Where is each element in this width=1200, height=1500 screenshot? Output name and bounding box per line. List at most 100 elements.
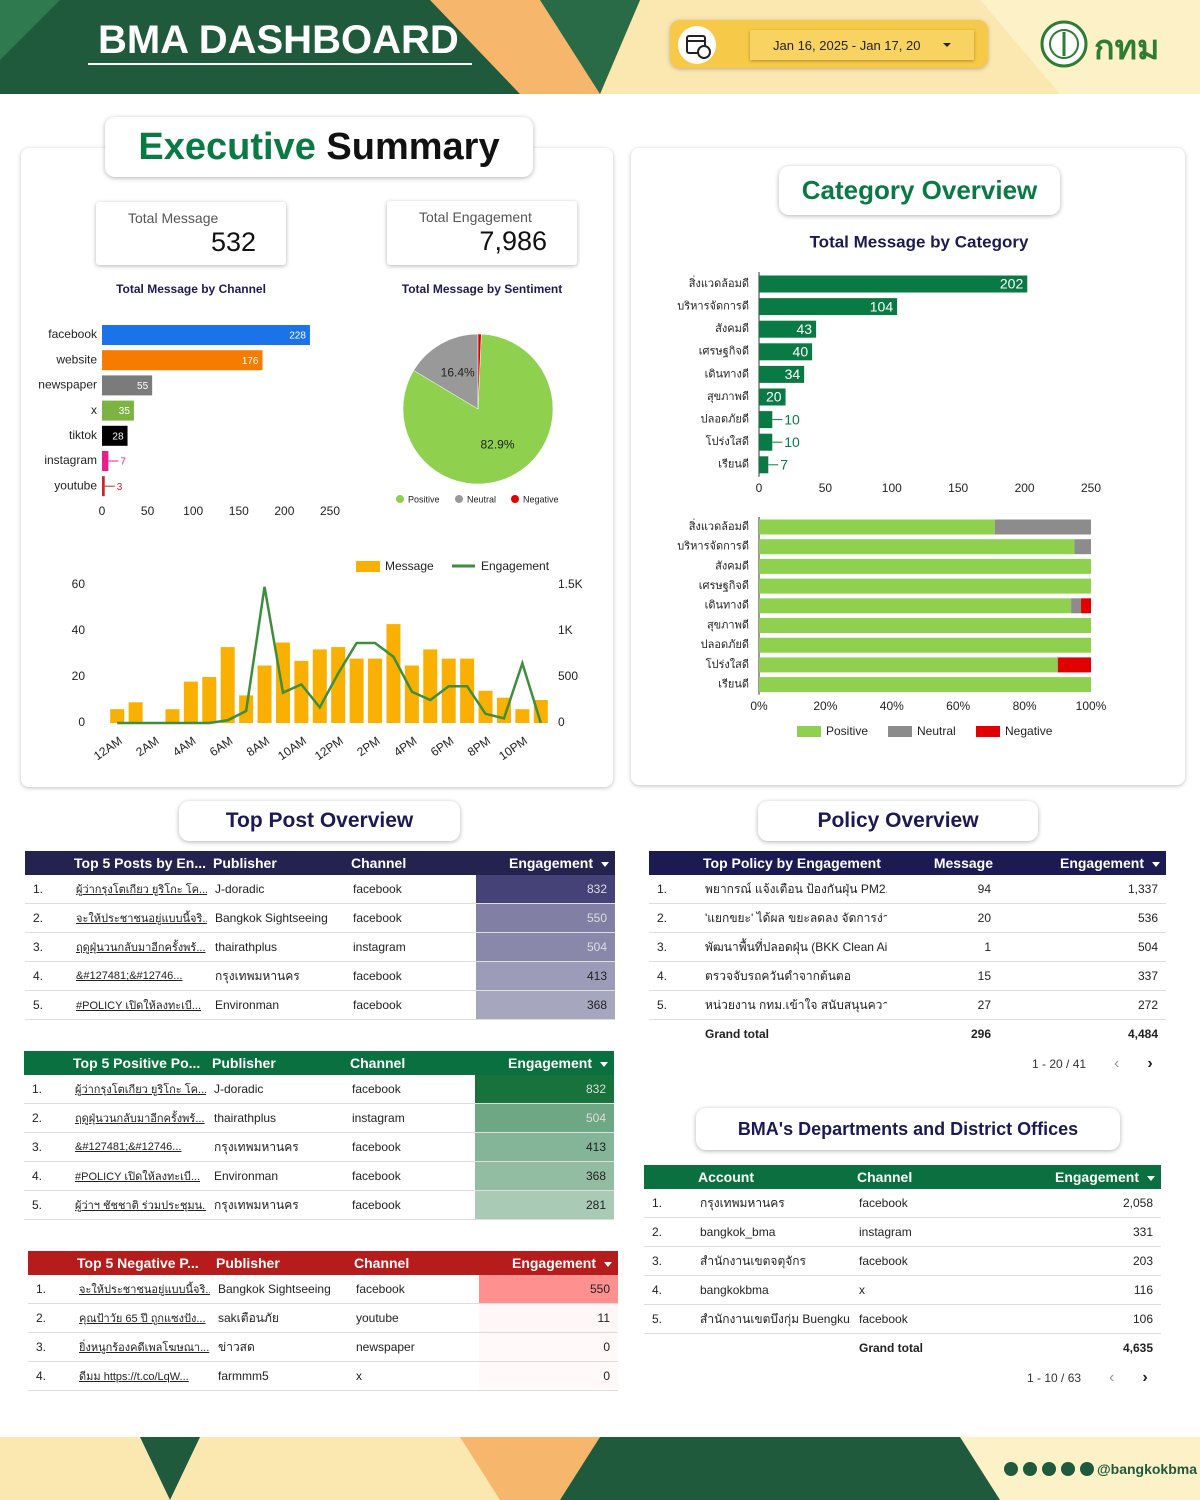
table-cell: Bangkok Sightseeing — [210, 1275, 348, 1304]
table-row[interactable]: 4. #POLICY เปิดให้ลงทะเบี... Environman fac… — [24, 1161, 614, 1191]
table-cell: 4. — [24, 1161, 67, 1191]
table-row[interactable]: 4. &#127481;&#12746... กรุงเทพมหานคร facebo… — [25, 961, 615, 991]
table-row[interactable]: 1. กรุงเทพมหานคร facebook 2,058 — [644, 1189, 1161, 1218]
top-post-badge: Top Post Overview — [179, 801, 460, 841]
bma-seal — [1040, 20, 1088, 68]
next-page[interactable]: › — [1147, 1055, 1153, 1072]
prev-page[interactable]: ‹ — [1109, 1369, 1115, 1386]
next-page[interactable]: › — [1142, 1369, 1148, 1386]
table-row[interactable]: 5. สำนักงานเขตบึงกุ่ม Buengku... facebook 1… — [644, 1304, 1161, 1334]
table-row[interactable]: 3. ฤดูฝุ่นวนกลับมาอีกครั้งพร้... thairathp… — [25, 932, 615, 962]
section-title: Executive — [138, 125, 316, 168]
table-row[interactable]: 4. ดีมม https://t.co/LqW... farmmm5 x 0 — [28, 1361, 618, 1391]
table-cell: 832 — [475, 1075, 614, 1104]
header-cell: Top 5 Positive Po... — [73, 1055, 201, 1071]
table-cell: J-doradic — [206, 1075, 344, 1104]
header-cell — [649, 851, 697, 875]
header-cell[interactable]: Engagement — [1001, 1165, 1161, 1189]
table-cell: 4. — [644, 1275, 692, 1305]
table-row[interactable]: 1. พยากรณ์ แจ้งเตือน ป้องกันฝุ่น PM2.5 94 1… — [649, 875, 1166, 904]
date-range-box[interactable]: Jan 16, 2025 - Jan 17, 20 — [750, 30, 974, 60]
table-cell: ยิ่งหนูกร้องคดีเพลโฆษณา... — [71, 1332, 210, 1362]
table-cell: Grand total — [705, 1027, 770, 1041]
table-cell: 2. — [28, 1303, 71, 1333]
table-cell: 536 — [999, 903, 1166, 933]
date-picker[interactable]: Jan 16, 2025 - Jan 17, 20 — [670, 20, 988, 68]
table-row[interactable]: 1. ผู้ว่ากรุงโตเกียว ยูริโกะ โค... J-dorad… — [24, 1075, 614, 1104]
header-row: Top 5 Positive Po... Publisher Channel Enga… — [24, 1051, 614, 1075]
table-cell: 550 — [479, 1275, 618, 1304]
section-title: Category Overview — [801, 175, 1038, 205]
table-cell: 337 — [999, 961, 1166, 991]
table-cell: 832 — [476, 875, 615, 904]
table-cell: 94 — [887, 875, 999, 904]
table-cell: instagram — [344, 1103, 475, 1133]
date-range: Jan 16, 2025 - Jan 17, 20 — [773, 38, 921, 53]
table-cell: 504 — [475, 1103, 614, 1133]
header-cell: Publisher — [213, 855, 277, 871]
table-row[interactable]: 2. จะให้ประชาชนอยู่แบบนี้จริ... Bangkok Si… — [25, 903, 615, 933]
table-row[interactable]: 2. bangkok_bma instagram 331 — [644, 1217, 1161, 1247]
table-row[interactable]: 5. #POLICY เปิดให้ลงทะเบี... Environman fac… — [25, 990, 615, 1020]
table-cell: J-doradic — [207, 875, 345, 904]
table-cell: 296 — [970, 1027, 991, 1041]
header-cell: Top Policy by Engagement — [703, 855, 881, 871]
table-row[interactable]: 5. ผู้ว่าฯ ชัชชาติ ร่วมประชุมน... กรุงเทพม… — [24, 1190, 614, 1220]
policy-badge: Policy Overview — [758, 801, 1038, 841]
header-cell: Publisher — [212, 1055, 276, 1071]
kpi-value: 532 — [210, 227, 256, 257]
table-row[interactable]: 2.'แยกขยะ' ได้ผล ขยะลดลง จัดการง่ายขึ้น2… — [649, 903, 1166, 933]
table-cell: facebook — [345, 961, 476, 991]
table-row[interactable]: 3. สำนักงานเขตจตุจักร facebook 203 — [644, 1246, 1161, 1276]
data-table: Top Policy by Engagement Message Engagemen… — [649, 851, 1166, 1048]
table-cell: Environman — [206, 1161, 344, 1191]
table-row[interactable]: 1. ผู้ว่ากรุงโตเกียว ยูริโกะ โค... J-dorad… — [25, 875, 615, 904]
table-cell: 1. — [25, 875, 68, 904]
table-row[interactable]: 5.หน่วยงาน กทม.เข้าใจ สนับสนุนความเท่า..… — [649, 990, 1166, 1020]
table-cell: facebook — [348, 1275, 479, 1304]
table-row[interactable]: 4. ตรวจจับรถควันดำจากต้นตอ 15 337 — [649, 961, 1166, 991]
table-cell: จะให้ประชาชนอยู่แบบนี้จริ... — [68, 903, 207, 933]
table-cell: x — [851, 1275, 1001, 1305]
prev-page[interactable]: ‹ — [1114, 1055, 1120, 1072]
table-cell: instagram — [851, 1217, 1001, 1247]
table-cell: 5. — [25, 990, 68, 1020]
header-cell[interactable]: Engagement — [476, 851, 615, 875]
table-cell: 1. — [644, 1189, 692, 1218]
table-row[interactable]: 3. &#127481;&#12746... กรุงเทพมหานคร facebo… — [24, 1132, 614, 1162]
table-cell: 2,058 — [1001, 1189, 1161, 1218]
table-cell: &#127481;&#12746... — [67, 1132, 206, 1162]
section-title: Summary — [326, 125, 500, 168]
table-cell: 2. — [649, 903, 697, 933]
table-cell: 413 — [476, 961, 615, 991]
table-cell: ดีมม https://t.co/LqW... — [71, 1361, 210, 1391]
header-cell[interactable]: Engagement — [479, 1251, 618, 1275]
table-cell: 1. — [28, 1275, 71, 1304]
table-row[interactable]: 2. ฤดูฝุ่นวนกลับมาอีกครั้งพร้... thairathp… — [24, 1103, 614, 1133]
table-cell: 27 — [887, 990, 999, 1020]
table-row[interactable]: 4. bangkokbma x 116 — [644, 1275, 1161, 1305]
table-cell: 4. — [649, 961, 697, 991]
table-cell: สำนักงานเขตบึงกุ่ม Buengku... — [692, 1304, 851, 1334]
header-cell: Channel — [350, 1055, 406, 1071]
table-cell: 272 — [999, 990, 1166, 1020]
table-cell: 413 — [475, 1132, 614, 1162]
table-row[interactable]: 2. คุณป้าวัย 65 ปี ถูกแซงปัง... sakเตือนภั… — [28, 1303, 618, 1333]
table-cell: ฤดูฝุ่นวนกลับมาอีกครั้งพร้... — [67, 1103, 206, 1133]
table-cell: facebook — [344, 1075, 475, 1104]
table-cell: facebook — [344, 1161, 475, 1191]
table-cell: youtube — [348, 1303, 479, 1333]
header-cell: Channel — [354, 1255, 410, 1271]
header-cell[interactable]: Engagement — [999, 851, 1166, 875]
header-row: Top 5 Negative P... Publisher Channel Engag… — [28, 1251, 618, 1275]
header-row: Account Channel Engagement — [644, 1165, 1161, 1189]
table-cell: คุณป้าวัย 65 ปี ถูกแซงปัง... — [71, 1303, 210, 1333]
table-row[interactable]: 3. พัฒนาพื้นที่ปลอดฝุ่น (BKK Clean Air ..… — [649, 932, 1166, 962]
table-cell: 281 — [475, 1190, 614, 1220]
header-cell[interactable]: Engagement — [475, 1051, 614, 1075]
kpi-label: Total Message — [128, 210, 219, 226]
table-row[interactable]: 1. จะให้ประชาชนอยู่แบบนี้จริ... Bangkok Si… — [28, 1275, 618, 1304]
table-row[interactable]: 3. ยิ่งหนูกร้องคดีเพลโฆษณา... ข่าวสด newspa… — [28, 1332, 618, 1362]
table-cell: 1. — [649, 875, 697, 904]
